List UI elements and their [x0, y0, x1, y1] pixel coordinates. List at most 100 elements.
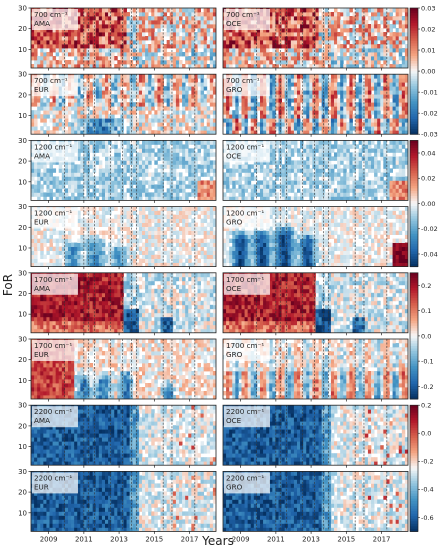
- heatmap-cell: [95, 56, 100, 61]
- heatmap-cell: [226, 184, 230, 189]
- heatmap-cell: [163, 20, 168, 25]
- heatmap-cell: [303, 126, 307, 131]
- heatmap-cell: [58, 60, 63, 65]
- heatmap-cell: [185, 126, 189, 131]
- heatmap-cell: [203, 64, 208, 68]
- heatmap-cell: [300, 74, 304, 79]
- heatmap-cell: [374, 130, 378, 135]
- heatmap-cell: [293, 48, 298, 53]
- heatmap-cell: [120, 40, 124, 45]
- heatmap-cell: [253, 98, 258, 103]
- heatmap-cell: [172, 102, 177, 107]
- heatmap-cell: [37, 188, 41, 193]
- heatmap-cell: [377, 130, 381, 135]
- heatmap-cell: [206, 168, 211, 173]
- heatmap-cell: [349, 28, 353, 33]
- heatmap-cell: [129, 8, 134, 13]
- heatmap-cell: [145, 172, 149, 177]
- heatmap-cell: [34, 114, 38, 119]
- heatmap-cell: [86, 44, 90, 49]
- heatmap-cell: [179, 64, 183, 68]
- heatmap-cell: [160, 180, 164, 185]
- heatmap-cell: [111, 188, 115, 193]
- heatmap-cell: [52, 44, 57, 49]
- heatmap-cell: [182, 28, 186, 33]
- heatmap-cell: [337, 74, 341, 79]
- heatmap-cell: [334, 24, 338, 29]
- heatmap-cell: [172, 172, 177, 177]
- heatmap-cell: [392, 94, 397, 99]
- heatmap-cell: [297, 32, 301, 37]
- heatmap-cell: [318, 148, 323, 153]
- heatmap-cell: [340, 90, 344, 95]
- heatmap-cell: [179, 74, 183, 79]
- heatmap-cell: [367, 148, 372, 153]
- heatmap-cell: [194, 192, 198, 197]
- heatmap-cell: [281, 110, 286, 115]
- heatmap-cell: [182, 192, 186, 197]
- heatmap-cell: [334, 40, 338, 45]
- heatmap-cell: [343, 64, 347, 68]
- heatmap-cell: [312, 90, 316, 95]
- heatmap-cell: [49, 28, 53, 33]
- heatmap-cell: [361, 82, 366, 87]
- heatmap-cell: [200, 122, 205, 127]
- heatmap-cell: [95, 110, 100, 115]
- heatmap-cell: [346, 90, 350, 95]
- heatmap-cell: [343, 48, 347, 53]
- heatmap-cell: [303, 20, 307, 25]
- heatmap-cell: [108, 24, 112, 29]
- heatmap-cell: [172, 20, 177, 25]
- heatmap-cell: [169, 90, 174, 95]
- heatmap-cell: [34, 52, 38, 57]
- heatmap-cell: [337, 168, 341, 173]
- heatmap-cell: [80, 8, 84, 13]
- heatmap-cell: [98, 78, 103, 83]
- heatmap-cell: [43, 176, 47, 181]
- heatmap-cell: [83, 114, 87, 119]
- heatmap-cell: [166, 60, 171, 65]
- heatmap-cell: [281, 188, 286, 193]
- heatmap-cell: [188, 98, 192, 103]
- heatmap-cell: [343, 192, 347, 197]
- heatmap-cell: [374, 40, 378, 45]
- heatmap-cell: [114, 184, 118, 189]
- heatmap-cell: [40, 172, 44, 177]
- heatmap-cell: [269, 90, 273, 95]
- heatmap-cell: [132, 32, 137, 37]
- heatmap-cell: [337, 102, 341, 107]
- heatmap-cell: [117, 176, 121, 181]
- heatmap-cell: [203, 52, 208, 57]
- heatmap-cell: [300, 40, 304, 45]
- heatmap-cell: [232, 130, 236, 135]
- heatmap-cell: [206, 164, 211, 169]
- heatmap-cell: [346, 180, 350, 185]
- heatmap-cell: [212, 126, 216, 131]
- heatmap-cell: [272, 156, 276, 161]
- heatmap-cell: [281, 74, 286, 79]
- heatmap-cell: [188, 160, 192, 165]
- heatmap-cell: [105, 74, 109, 79]
- heatmap-cell: [377, 32, 381, 37]
- heatmap-cell: [349, 52, 353, 57]
- heatmap-cell: [364, 32, 369, 37]
- heatmap-cell: [327, 168, 332, 173]
- heatmap-cell: [361, 102, 366, 107]
- heatmap-cell: [340, 118, 344, 123]
- heatmap-cell: [120, 196, 124, 201]
- heatmap-cell: [235, 64, 239, 68]
- heatmap-cell: [160, 90, 164, 95]
- colorbar-segment: [410, 50, 418, 54]
- heatmap-cell: [129, 102, 134, 107]
- heatmap-cell: [80, 196, 84, 201]
- heatmap-cell: [389, 36, 393, 41]
- heatmap-cell: [340, 78, 344, 83]
- heatmap-cell: [392, 48, 397, 53]
- heatmap-cell: [380, 12, 384, 17]
- heatmap-cell: [324, 36, 329, 41]
- heatmap-cell: [151, 102, 155, 107]
- heatmap-cell: [34, 60, 38, 65]
- heatmap-cell: [172, 130, 177, 135]
- heatmap-cell: [312, 192, 316, 197]
- heatmap-cell: [182, 74, 186, 79]
